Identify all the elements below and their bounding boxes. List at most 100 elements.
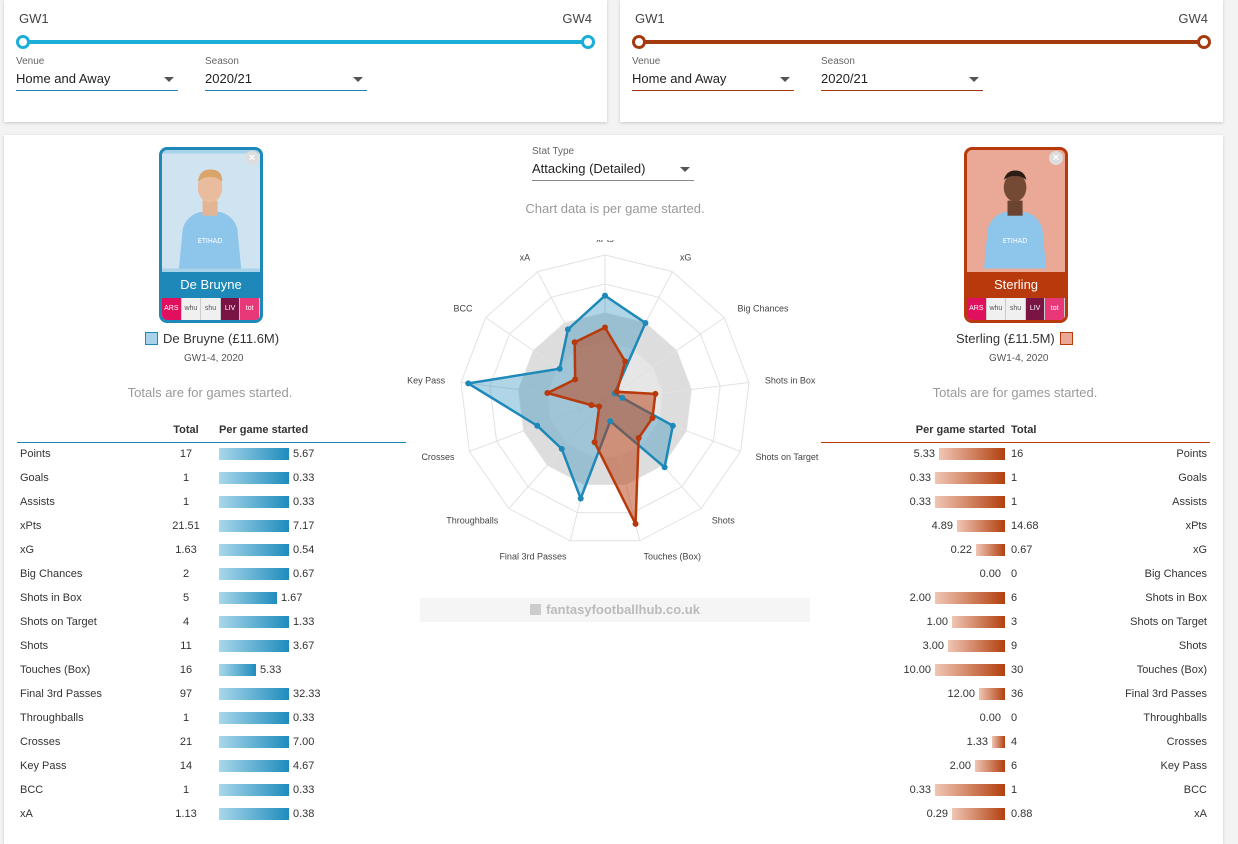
stat-per-game: 0.29 xyxy=(926,808,948,821)
fixture-strip: ARS whu shu LIV tot xyxy=(967,298,1065,320)
data-point[interactable] xyxy=(619,394,626,401)
stat-total: 1 xyxy=(182,712,190,724)
stat-bar xyxy=(939,448,1005,461)
gw-end-handle[interactable] xyxy=(581,35,595,49)
table-row: xA 1.13 0.38 xyxy=(17,802,406,826)
data-point[interactable] xyxy=(622,358,629,365)
stat-type-select[interactable]: Stat Type Attacking (Detailed) xyxy=(532,146,694,181)
stat-total: 6 xyxy=(1011,760,1018,772)
stat-label: Final 3rd Passes xyxy=(1125,688,1207,700)
fixture-badge: whu xyxy=(986,298,1007,320)
close-icon[interactable]: × xyxy=(245,151,259,165)
fixture-badge: ARS xyxy=(162,298,182,320)
stat-total: 1 xyxy=(182,472,190,484)
stat-bar xyxy=(952,616,1005,629)
stat-bar xyxy=(219,448,289,461)
stat-label: xG xyxy=(20,544,35,556)
stat-per-game: 4.89 xyxy=(931,520,953,533)
data-point[interactable] xyxy=(602,324,608,331)
venue-select[interactable]: Venue Home and Away xyxy=(632,56,794,91)
data-point[interactable] xyxy=(572,376,579,383)
data-point[interactable] xyxy=(607,418,614,425)
data-point[interactable] xyxy=(602,292,608,299)
table-row: Throughballs 1 0.33 xyxy=(17,706,406,730)
stat-total: 11 xyxy=(180,640,192,652)
data-point[interactable] xyxy=(571,339,578,346)
stat-total: 36 xyxy=(1011,688,1024,700)
gw-start-label: GW1 xyxy=(19,11,49,26)
data-point[interactable] xyxy=(669,422,676,429)
stat-bar xyxy=(935,592,1005,605)
stat-label: xPts xyxy=(1185,520,1207,532)
table-row: 0.33 1 BCC xyxy=(821,778,1210,802)
season-value: 2020/21 xyxy=(821,71,868,86)
data-point[interactable] xyxy=(635,434,642,441)
axis-label: Key Pass xyxy=(407,376,446,386)
stat-per-game: 3.00 xyxy=(922,640,944,653)
stat-per-game: 0.54 xyxy=(293,544,315,557)
data-point[interactable] xyxy=(613,388,620,395)
data-point[interactable] xyxy=(558,445,565,452)
venue-select[interactable]: Venue Home and Away xyxy=(16,56,178,91)
data-point[interactable] xyxy=(652,390,659,397)
player-card-left[interactable]: ETIHAD De Bruyne ARS whu shu LIV tot xyxy=(159,147,263,323)
table-row: Final 3rd Passes 97 32.33 xyxy=(17,682,406,706)
season-select[interactable]: Season 2020/21 xyxy=(205,56,367,91)
data-point[interactable] xyxy=(591,439,598,446)
svg-text:ETIHAD: ETIHAD xyxy=(1003,237,1028,245)
axis-label: Touches (Box) xyxy=(644,551,702,561)
table-row: 0.00 0 Throughballs xyxy=(821,706,1210,730)
stat-label: xA xyxy=(20,808,33,820)
gw-range-slider[interactable] xyxy=(639,40,1205,44)
stat-per-game: 0.22 xyxy=(950,544,972,557)
stat-total: 14 xyxy=(179,760,193,772)
stat-label: Big Chances xyxy=(1144,568,1207,580)
table-row: Points 17 5.67 xyxy=(17,442,406,466)
stat-per-game: 0.67 xyxy=(293,568,315,581)
stat-label: Shots on Target xyxy=(1130,616,1207,628)
table-row: Shots in Box 5 1.67 xyxy=(17,586,406,610)
stat-total: 4 xyxy=(1011,736,1018,748)
data-point[interactable] xyxy=(556,365,563,372)
table-row: Goals 1 0.33 xyxy=(17,466,406,490)
gw-start-handle[interactable] xyxy=(16,35,30,49)
data-point[interactable] xyxy=(649,414,656,421)
stat-total: 1.63 xyxy=(175,544,197,556)
data-point[interactable] xyxy=(465,380,472,387)
data-point[interactable] xyxy=(577,495,584,502)
data-point[interactable] xyxy=(632,520,639,527)
data-point[interactable] xyxy=(642,319,649,326)
data-point[interactable] xyxy=(588,402,595,409)
gw-start-handle[interactable] xyxy=(632,35,646,49)
stat-total: 21 xyxy=(179,736,193,748)
data-point[interactable] xyxy=(564,326,571,333)
stat-bar xyxy=(935,472,1005,485)
stat-label: Goals xyxy=(20,472,49,484)
player-card-right[interactable]: ETIHAD Sterling ARS whu shu LIV tot xyxy=(964,147,1068,323)
axis-label: Shots on Target xyxy=(756,452,819,462)
stat-bar xyxy=(976,544,1005,557)
data-point[interactable] xyxy=(596,403,603,410)
venue-value: Home and Away xyxy=(632,71,727,86)
stat-total: 1 xyxy=(182,784,190,796)
data-point[interactable] xyxy=(661,464,668,471)
stat-label: Key Pass xyxy=(1160,760,1207,772)
stat-total: 1 xyxy=(182,496,190,508)
data-point[interactable] xyxy=(534,422,541,429)
venue-value: Home and Away xyxy=(16,71,111,86)
table-row: Big Chances 2 0.67 xyxy=(17,562,406,586)
gw-end-handle[interactable] xyxy=(1197,35,1211,49)
stat-per-game: 3.67 xyxy=(293,640,315,653)
stat-total: 2 xyxy=(182,568,190,580)
season-select[interactable]: Season 2020/21 xyxy=(821,56,983,91)
stat-per-game: 1.33 xyxy=(966,736,988,749)
close-icon[interactable]: × xyxy=(1049,151,1063,165)
stat-bar xyxy=(935,664,1005,677)
stat-type-value: Attacking (Detailed) xyxy=(532,161,646,176)
stat-per-game: 0.38 xyxy=(293,808,315,821)
data-point[interactable] xyxy=(544,390,551,397)
season-value: 2020/21 xyxy=(205,71,252,86)
stat-total: 0.88 xyxy=(1011,808,1033,820)
gw-range-slider[interactable] xyxy=(23,40,589,44)
table-row: 3.00 9 Shots xyxy=(821,634,1210,658)
